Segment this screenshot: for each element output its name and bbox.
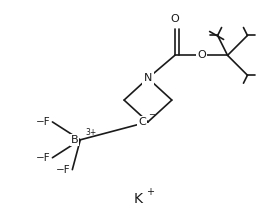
Text: −F: −F — [36, 117, 50, 127]
Text: −: − — [148, 110, 155, 120]
Text: 3+: 3+ — [85, 128, 96, 137]
Text: B: B — [71, 135, 78, 145]
Text: N: N — [144, 73, 152, 83]
Text: O: O — [170, 14, 179, 24]
Text: +: + — [146, 188, 154, 198]
Text: C: C — [138, 117, 146, 127]
Text: −F: −F — [36, 153, 50, 163]
Text: O: O — [197, 50, 206, 60]
Text: K: K — [134, 192, 142, 206]
Text: −F: −F — [56, 165, 70, 175]
